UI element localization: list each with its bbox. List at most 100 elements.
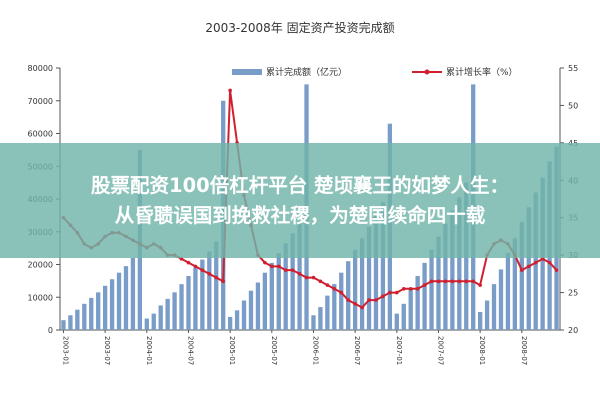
bar [283,243,288,330]
growth-point [353,302,357,306]
growth-point [457,279,462,284]
growth-point [395,290,399,295]
bar [158,305,163,330]
bar [255,282,261,330]
bar [96,292,101,330]
bar [241,300,247,330]
chart-title: 2003-2008年 固定资产投资完成额 [205,20,394,35]
growth-point [318,279,323,284]
bar [290,233,295,330]
growth-point [221,279,225,284]
bar [123,266,129,330]
bar [477,311,483,330]
growth-point [415,287,420,291]
growth-point [374,298,378,302]
bar [373,215,379,330]
growth-point [339,290,344,295]
growth-point [443,279,448,284]
x-axis-tick-label: 2003-07 [103,336,111,365]
legend-swatch-bar [232,69,262,75]
legend: 累计完成额（亿元） 累计增长率（%） [232,66,518,78]
x-axis: 2003-01 2003-07 2004-01 2004-07 2005-01 2005-… [61,330,528,365]
growth-point [311,275,316,280]
bar [102,285,108,330]
growth-point [471,279,475,284]
growth-point [450,279,455,284]
bar [61,320,66,330]
growth-point [422,283,427,287]
growth-point [520,268,524,272]
growth-point [283,268,288,272]
growth-point [325,283,330,287]
bar [332,284,337,330]
growth-point [276,264,281,269]
growth-point [207,272,212,276]
bar [415,275,420,330]
bar [408,289,413,330]
growth-point [429,279,434,284]
headline-line-2: 从昏聩误国到挽救社稷，为楚国续命四十载 [114,203,486,227]
bar [380,202,386,330]
x-axis-tick-label: 2004-01 [145,336,153,365]
bar [116,272,122,330]
bar [512,238,518,330]
bar [186,275,191,330]
left-axis-tick-label: 70000 [28,97,53,106]
growth-point [464,279,469,284]
x-axis-tick-label: 2005-07 [270,336,278,365]
growth-point [533,260,538,265]
legend-swatch-marker [424,69,430,75]
growth-point [478,283,482,287]
bar [339,272,344,330]
left-axis-tick-label: 10000 [28,293,53,302]
x-axis-tick-label: 2007-01 [395,336,403,365]
bar [526,207,531,330]
bar [352,249,358,330]
growth-point [381,294,385,299]
growth-point [200,268,205,272]
bar [68,315,73,330]
bar [498,269,504,330]
growth-point [332,287,337,291]
bar [262,272,268,330]
growth-point [193,264,198,269]
headline-banner: 股票配资100倍杠杆平台 楚顷襄王的如梦人生： 从昏聩误国到挽救社稷，为楚国续命… [0,143,600,258]
growth-point [388,290,392,295]
left-axis-tick-label: 80000 [28,64,53,73]
bar [193,267,198,330]
bar [422,262,427,330]
headline-line-1: 股票配资100倍杠杆平台 楚顷襄王的如梦人生： [91,173,509,197]
bar [165,298,170,330]
bar [151,313,156,330]
right-axis-tick-label: 25 [568,289,578,298]
x-axis-tick-label: 2005-01 [228,336,236,365]
bar [484,300,490,330]
bar [436,236,441,330]
bar [311,315,316,330]
bar [318,307,323,330]
x-axis-tick-label: 2006-01 [311,336,319,365]
bar [519,221,524,330]
bar [394,313,399,330]
bar [234,310,240,330]
x-axis-tick-label: 2003-01 [61,336,69,365]
growth-point [547,260,552,265]
bar [401,303,406,330]
bar [179,284,184,330]
growth-point [290,268,295,272]
growth-point [270,264,274,269]
left-axis-tick-label: 20000 [28,261,53,270]
bar [75,309,80,330]
growth-point [297,272,302,276]
bar [248,290,254,330]
growth-point [214,275,219,280]
growth-point [186,260,191,265]
right-axis-tick-label: 55 [568,64,578,73]
bar [366,226,372,330]
bar [82,303,87,330]
growth-point [228,88,232,93]
bar [214,241,219,330]
bar [359,238,365,330]
growth-point [367,298,371,302]
bar [130,257,136,330]
